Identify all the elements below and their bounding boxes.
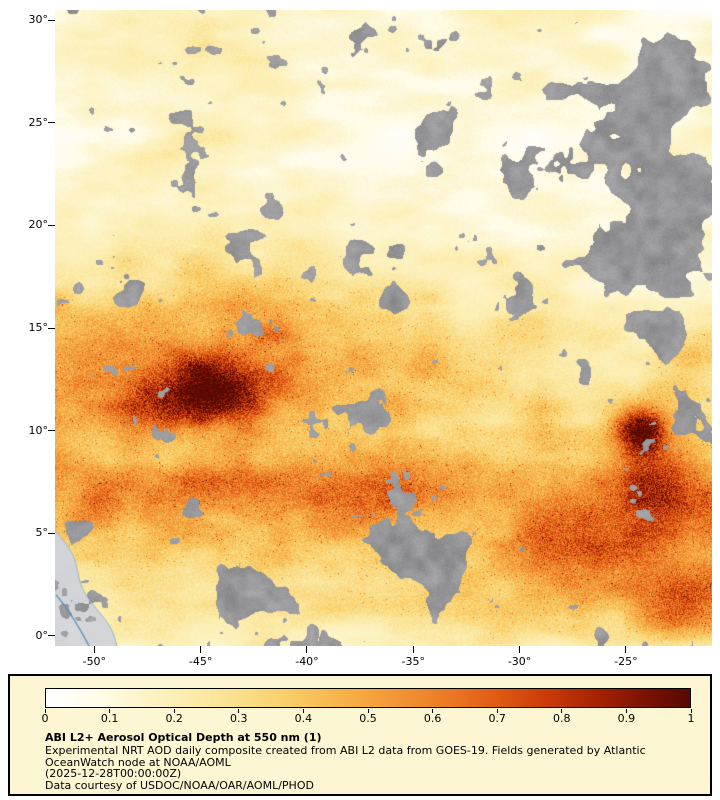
lon-tick-mark (200, 646, 202, 653)
lon-tick-mark (93, 646, 95, 653)
lat-tick-mark (48, 19, 55, 21)
colorbar-tick-label: 1 (687, 712, 695, 725)
lat-tick-mark (48, 430, 55, 432)
lon-tick-label: -45° (188, 655, 213, 668)
lat-tick-label: 10° (28, 423, 49, 437)
colorbar-tick-mark (367, 709, 369, 713)
lat-tick-label: 30° (28, 13, 49, 27)
lon-tick-mark (519, 646, 521, 653)
legend-title: ABI L2+ Aerosol Optical Depth at 550 nm … (45, 731, 322, 744)
aod-map-figure: 30° 25° 20° 15° 10° 5° 0° -50° -45° -40° -35° -30°… (28, 10, 712, 668)
lat-tick-mark (48, 122, 55, 124)
colorbar-tick-mark (432, 709, 434, 713)
lon-tick-mark (625, 646, 627, 653)
colorbar-tick-label: 0.7 (488, 712, 506, 725)
lon-tick-label: -50° (82, 655, 107, 668)
colorbar-tick-label: 0.2 (165, 712, 183, 725)
lon-tick-label: -35° (401, 655, 425, 668)
colorbar-tick-mark (109, 709, 111, 713)
lat-tick-label: 5° (35, 526, 49, 540)
legend-description: Experimental NRT AOD daily composite cre… (45, 745, 646, 791)
colorbar-tick-mark (238, 709, 240, 713)
lat-tick-label: 15° (28, 321, 49, 334)
legend-description-line: Experimental NRT AOD daily composite cre… (45, 744, 646, 757)
lat-tick-label: 0° (35, 628, 49, 642)
colorbar-tick-mark (496, 709, 498, 713)
colorbar-tick-label: 0.6 (423, 712, 442, 725)
lat-tick-mark (48, 635, 55, 637)
legend-description-line: OceanWatch node at NOAA/AOML (45, 755, 231, 769)
colorbar (45, 688, 691, 708)
colorbar-tick-label: 0.9 (617, 712, 636, 725)
colorbar-tick-label: 0.4 (294, 712, 313, 725)
lat-tick-mark (48, 224, 55, 226)
colorbar-tick-mark (302, 709, 304, 713)
lon-tick-label: -40° (295, 655, 319, 668)
lat-tick-label: 20° (28, 218, 49, 232)
lat-tick-mark (48, 532, 55, 534)
colorbar-tick-label: 0.1 (100, 712, 119, 725)
lon-tick-mark (412, 646, 414, 653)
aod-raster-map (55, 10, 712, 646)
colorbar-tick-mark (625, 709, 627, 713)
legend-description-line: (2025-12-28T00:00:00Z) (45, 767, 182, 780)
lon-tick-label: -25° (614, 655, 638, 668)
legend-panel: 0 0.1 0.2 0.3 0.4 0.5 0.6 0.7 0.8 0.9 1 ABI L2+ Ae… (8, 674, 712, 796)
lat-tick-label: 25° (28, 115, 49, 129)
lon-tick-label: -30° (507, 655, 532, 668)
colorbar-tick-mark (561, 709, 563, 713)
colorbar-tick-label: 0 (41, 712, 49, 725)
colorbar-tick-mark (690, 709, 692, 713)
colorbar-tick-mark (173, 709, 175, 713)
colorbar-tick-label: 0.3 (230, 712, 248, 725)
colorbar-tick-label: 0.5 (359, 712, 377, 725)
colorbar-tick-label: 0.8 (553, 712, 571, 725)
legend-description-line: Data courtesy of USDOC/NOAA/OAR/AOML/PHO… (45, 778, 314, 792)
lon-tick-mark (306, 646, 308, 653)
lat-tick-mark (48, 327, 55, 329)
colorbar-tick-mark (44, 709, 46, 713)
